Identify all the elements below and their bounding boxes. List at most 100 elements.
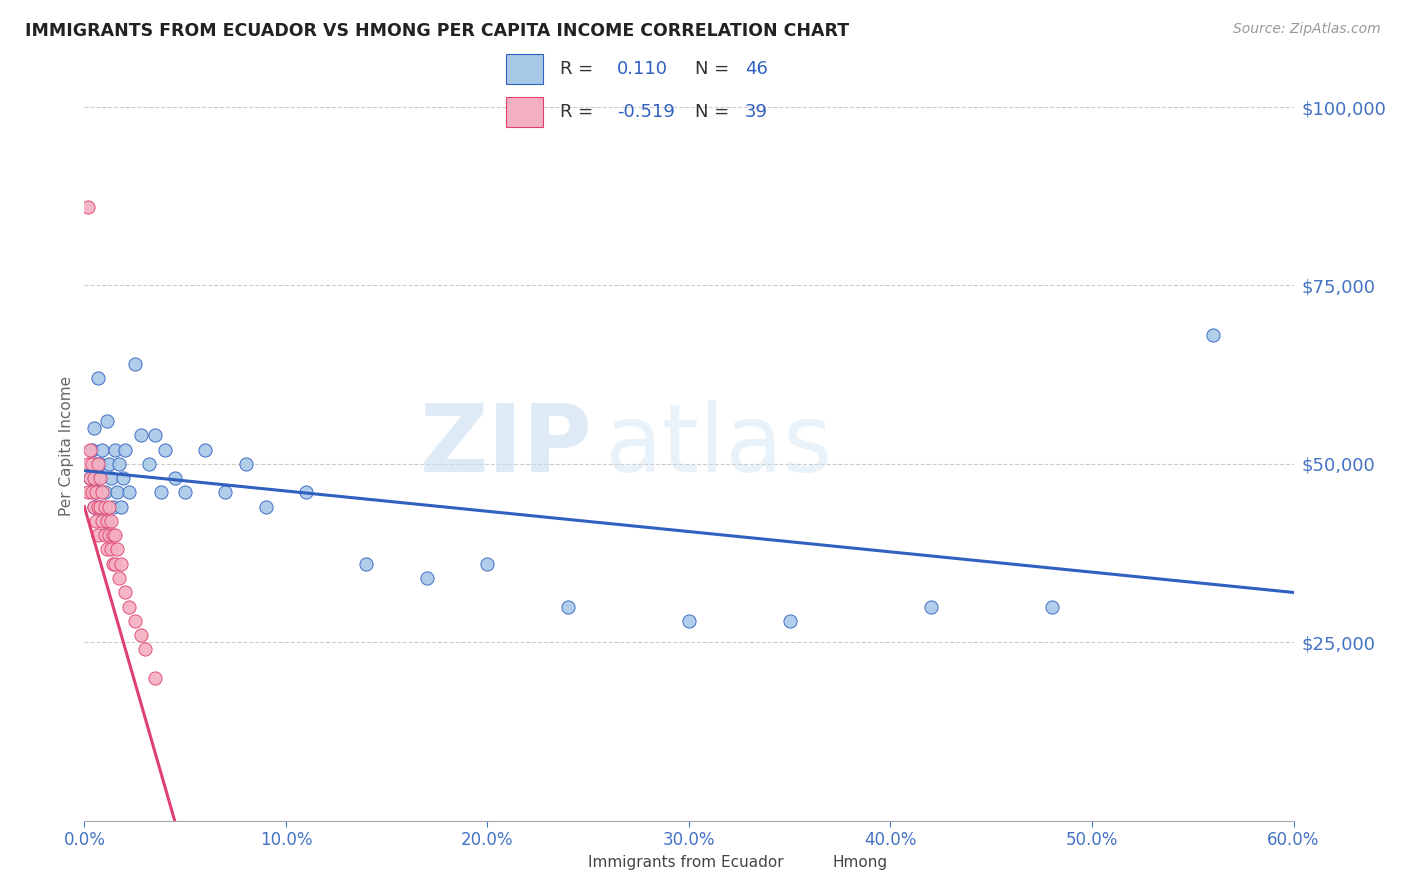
Point	[77, 457, 100, 471]
Point	[101, 500, 124, 514]
Text: R =: R =	[560, 60, 599, 78]
Point	[557, 599, 579, 614]
Point	[86, 485, 108, 500]
Point	[100, 514, 122, 528]
Point	[91, 485, 114, 500]
Point	[104, 442, 127, 457]
Text: R =: R =	[560, 103, 599, 121]
Point	[87, 471, 110, 485]
Point	[110, 557, 132, 571]
Point	[107, 571, 129, 585]
Point	[93, 514, 115, 528]
Point	[101, 528, 124, 542]
Point	[96, 514, 118, 528]
Point	[111, 471, 134, 485]
Point	[83, 421, 105, 435]
Point	[143, 428, 166, 442]
Point	[97, 457, 120, 471]
Point	[134, 642, 156, 657]
Point	[100, 542, 122, 557]
Point	[153, 442, 176, 457]
Point	[82, 442, 104, 457]
Text: 0.110: 0.110	[617, 60, 668, 78]
Point	[89, 500, 111, 514]
Text: Hmong: Hmong	[832, 855, 887, 870]
Point	[100, 471, 122, 485]
Text: N =: N =	[695, 103, 734, 121]
Point	[129, 428, 152, 442]
Point	[678, 614, 700, 628]
Text: atlas: atlas	[605, 400, 832, 492]
Point	[920, 599, 942, 614]
Point	[118, 599, 141, 614]
Bar	[506, 97, 543, 127]
Point	[149, 485, 172, 500]
Point	[165, 471, 187, 485]
Point	[254, 500, 277, 514]
Point	[91, 442, 114, 457]
Point	[96, 414, 118, 428]
Point	[138, 457, 160, 471]
Point	[143, 671, 166, 685]
Point	[295, 485, 318, 500]
Point	[97, 500, 120, 514]
Point	[96, 542, 118, 557]
Point	[87, 500, 110, 514]
Point	[89, 471, 111, 485]
Point	[86, 514, 108, 528]
Point	[93, 500, 115, 514]
Point	[77, 200, 100, 214]
Point	[194, 442, 217, 457]
Point	[174, 485, 197, 500]
Point	[87, 371, 110, 385]
Point	[83, 500, 105, 514]
Text: N =: N =	[695, 60, 734, 78]
Point	[89, 500, 111, 514]
Point	[1202, 328, 1225, 343]
Point	[107, 457, 129, 471]
Point	[101, 557, 124, 571]
Text: -0.519: -0.519	[617, 103, 675, 121]
Text: Source: ZipAtlas.com: Source: ZipAtlas.com	[1233, 22, 1381, 37]
Point	[77, 485, 100, 500]
Point	[114, 585, 136, 599]
Point	[89, 457, 111, 471]
Point	[129, 628, 152, 642]
Point	[105, 542, 128, 557]
Point	[93, 528, 115, 542]
Bar	[506, 54, 543, 84]
Text: 39: 39	[745, 103, 768, 121]
Point	[477, 557, 499, 571]
Point	[124, 614, 146, 628]
Point	[118, 485, 141, 500]
Point	[356, 557, 378, 571]
Point	[416, 571, 439, 585]
Point	[93, 485, 115, 500]
Point	[104, 528, 127, 542]
Point	[79, 471, 101, 485]
Point	[79, 442, 101, 457]
Text: 46: 46	[745, 60, 768, 78]
Point	[87, 457, 110, 471]
Point	[79, 471, 101, 485]
Point	[110, 500, 132, 514]
Point	[779, 614, 801, 628]
Point	[82, 485, 104, 500]
Point	[83, 500, 105, 514]
Point	[82, 457, 104, 471]
Text: ZIP: ZIP	[419, 400, 592, 492]
Point	[1040, 599, 1063, 614]
Point	[105, 485, 128, 500]
Point	[86, 485, 108, 500]
Y-axis label: Per Capita Income: Per Capita Income	[59, 376, 75, 516]
Text: Immigrants from Ecuador: Immigrants from Ecuador	[588, 855, 783, 870]
Point	[97, 528, 120, 542]
Point	[214, 485, 236, 500]
Text: IMMIGRANTS FROM ECUADOR VS HMONG PER CAPITA INCOME CORRELATION CHART: IMMIGRANTS FROM ECUADOR VS HMONG PER CAP…	[25, 22, 849, 40]
Point	[86, 457, 108, 471]
Point	[114, 442, 136, 457]
Point	[87, 528, 110, 542]
Point	[104, 557, 127, 571]
Point	[124, 357, 146, 371]
Point	[235, 457, 257, 471]
